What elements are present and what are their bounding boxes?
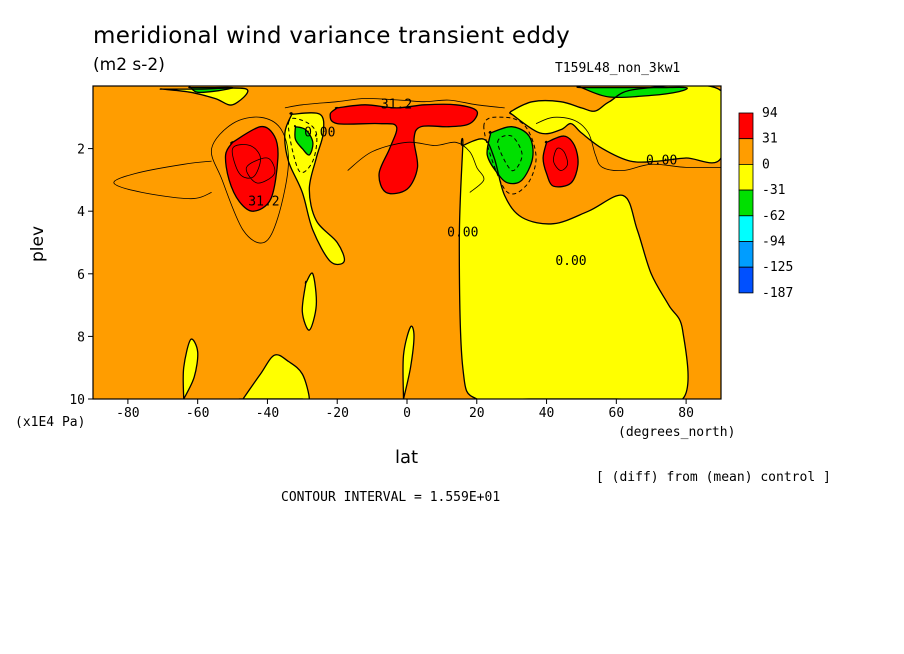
contour-line-5 bbox=[182, 338, 199, 399]
contour-dashed-line-0 bbox=[287, 117, 318, 174]
colorbar: 94 31 0 -31 -62 -94 -125 -187 bbox=[738, 106, 793, 301]
contour-extra-line-0 bbox=[210, 116, 289, 244]
y-tick-label: 8 bbox=[77, 330, 85, 345]
x-tick-label: 40 bbox=[539, 406, 555, 421]
contour-label-3: 0.00 bbox=[646, 154, 677, 169]
colorbar-label-6: -125 bbox=[762, 260, 793, 275]
x-axis-unit: (degrees_north) bbox=[618, 425, 736, 440]
chart-title: meridional wind variance transient eddy bbox=[93, 23, 571, 49]
x-axis-label: lat bbox=[395, 447, 419, 468]
contour-extra-line-3 bbox=[347, 141, 485, 193]
x-tick-label: -40 bbox=[256, 406, 279, 421]
contour-line-3 bbox=[159, 87, 249, 106]
contour-line-14 bbox=[576, 86, 688, 99]
contour-region-12 bbox=[487, 126, 534, 184]
colorbar-label-5: -94 bbox=[762, 235, 786, 250]
contour-line-8 bbox=[224, 125, 279, 212]
diff-note: [ (diff) from (mean) control ] bbox=[596, 470, 831, 485]
contour-line-7 bbox=[402, 325, 415, 399]
axis-ticks: -80 -60 -40 -20 0 20 40 60 80 2 4 6 8 10 bbox=[69, 143, 694, 421]
colorbar-label-4: -62 bbox=[762, 209, 785, 224]
contour-extra-line-1 bbox=[113, 160, 212, 200]
colorbar-label-1: 31 bbox=[762, 132, 778, 147]
colorbar-swatch-4 bbox=[738, 215, 754, 242]
contour-region-9 bbox=[330, 104, 478, 194]
contour-line-4 bbox=[238, 354, 310, 399]
contour-region-3 bbox=[160, 87, 248, 106]
colorbar-label-2: 0 bbox=[762, 157, 770, 172]
run-label: T159L48_non_3kw1 bbox=[555, 61, 681, 76]
contour-line-0 bbox=[284, 112, 346, 266]
contour-interval: CONTOUR INTERVAL = 1.559E+01 bbox=[281, 490, 501, 505]
contour-extra-line-7 bbox=[231, 144, 261, 179]
contour-label-5: 0.00 bbox=[555, 254, 586, 269]
contour-region-10 bbox=[543, 136, 579, 187]
x-tick-label: 0 bbox=[403, 406, 411, 421]
colorbar-label-3: -31 bbox=[762, 183, 785, 198]
colorbar-swatch-6 bbox=[738, 266, 754, 294]
contour-line-13 bbox=[188, 86, 234, 94]
x-tick-label: 80 bbox=[678, 406, 694, 421]
contour-extra-line-5 bbox=[535, 116, 721, 172]
colorbar-label-7: -187 bbox=[762, 286, 793, 301]
contour-region-2 bbox=[509, 86, 721, 163]
x-tick-label: 20 bbox=[469, 406, 485, 421]
colorbar-swatch-3 bbox=[738, 189, 754, 217]
contour-line-10 bbox=[542, 135, 579, 188]
contour-line-11 bbox=[293, 124, 314, 156]
colorbar-swatch-2 bbox=[738, 163, 754, 191]
contour-line-12 bbox=[486, 126, 534, 185]
x-tick-label: 60 bbox=[609, 406, 625, 421]
y-tick-label: 2 bbox=[77, 143, 85, 158]
y-tick-label: 4 bbox=[77, 205, 85, 220]
contour-extra-line-4 bbox=[284, 98, 505, 109]
colorbar-swatch-1 bbox=[738, 138, 754, 165]
x-tick-label: -60 bbox=[186, 406, 209, 421]
x-tick-label: -80 bbox=[116, 406, 139, 421]
x-tick-label: -20 bbox=[325, 406, 348, 421]
chart-units: (m2 s-2) bbox=[93, 55, 165, 75]
contour-line-6 bbox=[301, 272, 318, 331]
contour-labels: 31.2 0.00 31.2 0.00 0.00 0.00 bbox=[248, 97, 677, 269]
colorbar-label-0: 94 bbox=[762, 106, 778, 121]
contour-region-8 bbox=[225, 126, 279, 212]
contour-label-2: 31.2 bbox=[248, 194, 279, 209]
contour-label-4: 0.00 bbox=[447, 226, 478, 241]
contour-region-4 bbox=[239, 354, 310, 399]
colorbar-swatch-0 bbox=[738, 112, 754, 140]
y-tick-label: 10 bbox=[69, 393, 85, 408]
contour-region-1 bbox=[459, 138, 689, 399]
contour-line-1 bbox=[458, 137, 689, 399]
contour-region-14 bbox=[577, 86, 688, 98]
y-axis-unit: (x1E4 Pa) bbox=[15, 415, 86, 430]
colorbar-swatch-5 bbox=[738, 241, 754, 268]
contour-region-5 bbox=[183, 339, 198, 399]
contour-lines bbox=[113, 86, 721, 399]
contour-label-1: 0.00 bbox=[304, 125, 335, 140]
y-tick-label: 6 bbox=[77, 268, 85, 283]
contour-region-0 bbox=[284, 112, 345, 265]
contour-extra-line-2 bbox=[245, 157, 276, 184]
filled-contours bbox=[93, 86, 721, 399]
contour-line-9 bbox=[329, 103, 479, 195]
contour-label-0: 31.2 bbox=[381, 97, 412, 112]
contour-line-2 bbox=[508, 86, 721, 164]
contour-extra-line-6 bbox=[553, 147, 568, 171]
